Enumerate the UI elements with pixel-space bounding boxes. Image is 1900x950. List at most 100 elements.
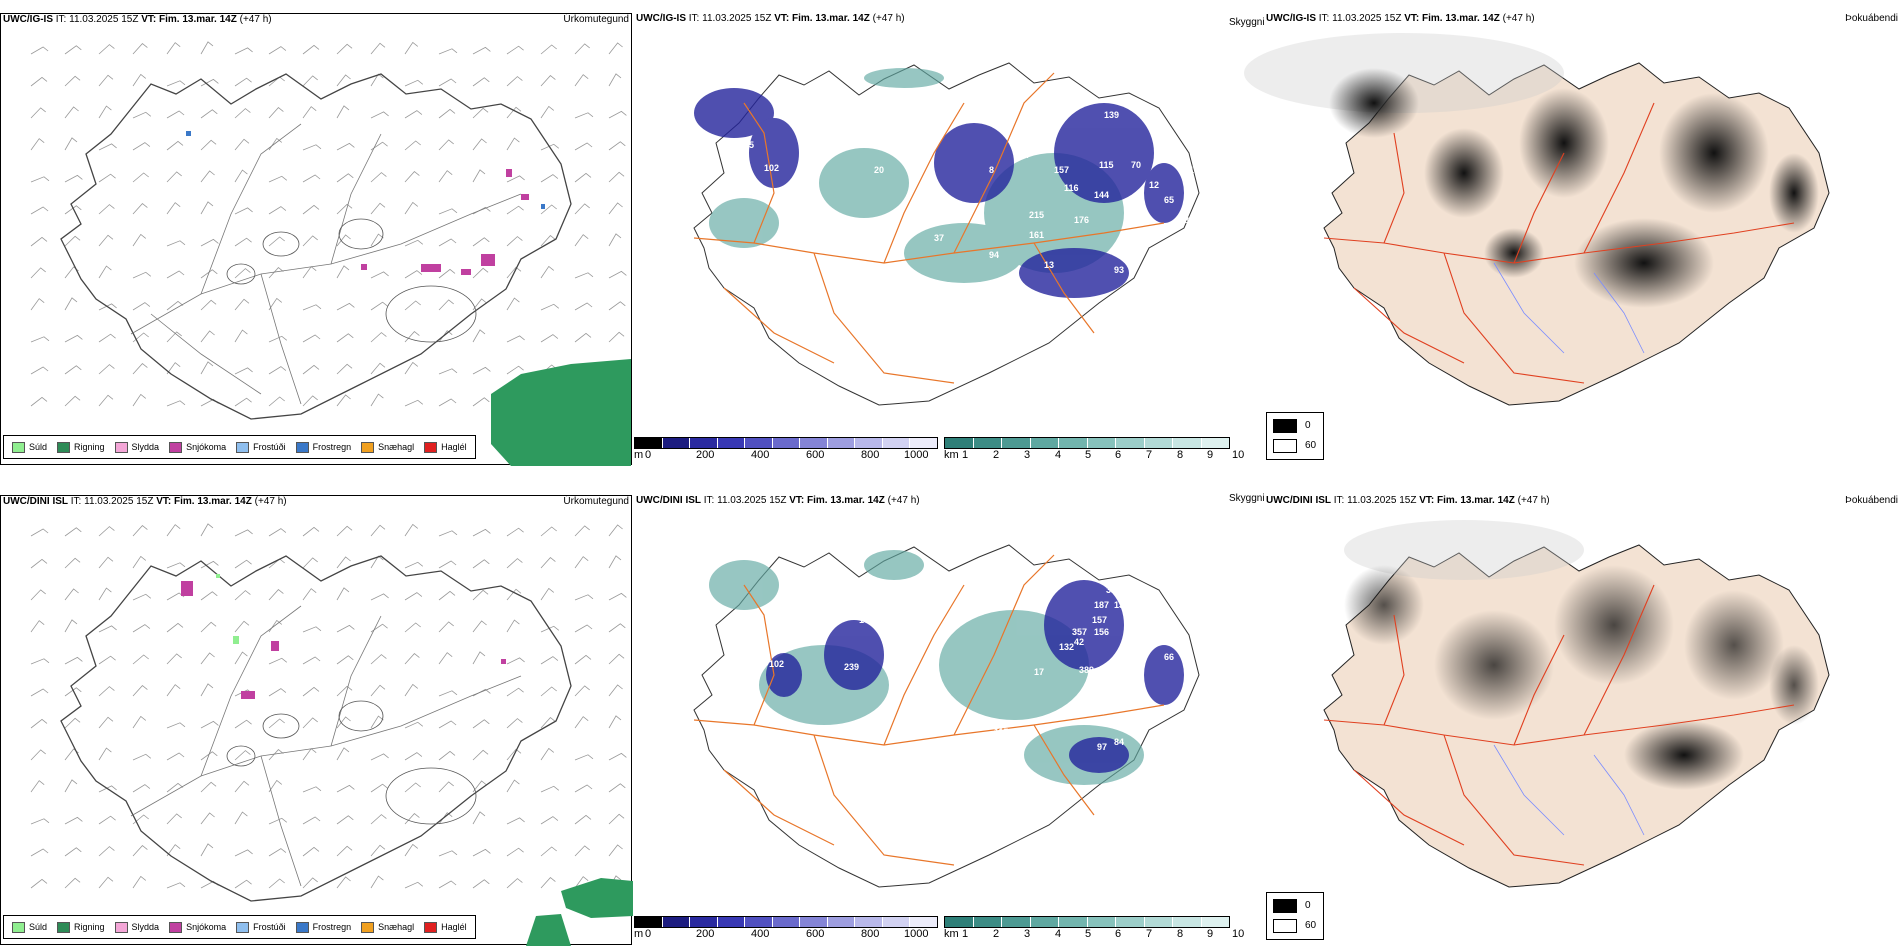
svg-text:131: 131 xyxy=(1114,600,1129,610)
svg-text:70: 70 xyxy=(1131,160,1141,170)
wind-barbs-top xyxy=(30,41,627,407)
precip-map-top xyxy=(30,41,631,466)
svg-text:144: 144 xyxy=(1094,190,1109,200)
wind-barbs-bottom xyxy=(30,523,627,889)
wind-barb xyxy=(506,779,520,793)
wind-barb xyxy=(234,529,253,537)
wind-barb xyxy=(200,621,217,633)
wind-barb xyxy=(268,46,287,55)
iceland-outline-bottom xyxy=(60,555,572,902)
visibility-colorbar-top xyxy=(944,437,1230,449)
legend-item-frostregn: Frostregn xyxy=(295,921,351,933)
wind-barb xyxy=(132,73,147,87)
precip-type-panel-top: UWC/IG-IS IT: 11.03.2025 15Z VT: Fim. 13… xyxy=(0,13,632,466)
panel-title-bottom-2: UWC/DINI ISL IT: 11.03.2025 15Z VT: Fim.… xyxy=(636,495,920,506)
wind-barb xyxy=(302,786,322,793)
wind-barb xyxy=(336,815,354,825)
wind-barb xyxy=(64,748,79,761)
legend-item-slydda: Slydda xyxy=(114,921,159,933)
wind-barb xyxy=(540,526,557,537)
wind-barb xyxy=(234,620,250,633)
wind-barb xyxy=(64,137,78,151)
rain-patch-bottom-2 xyxy=(526,914,571,946)
wind-barb xyxy=(506,106,522,119)
wind-barb xyxy=(336,624,355,633)
wind-barb xyxy=(608,331,625,343)
wind-barb xyxy=(302,656,321,665)
wind-barb xyxy=(64,588,79,601)
wind-barb xyxy=(438,368,458,375)
wind-barb xyxy=(132,593,152,601)
precip-legend-top: Súld Rigning Slydda Snjókoma Frostúði Fr… xyxy=(3,435,476,459)
wind-barb xyxy=(438,268,456,279)
wind-barb xyxy=(268,396,285,407)
wind-barb xyxy=(472,169,486,183)
wind-barb xyxy=(404,300,421,311)
wind-barb xyxy=(98,204,115,215)
svg-text:139: 139 xyxy=(1104,110,1119,120)
wind-barb xyxy=(234,298,250,311)
wind-barb xyxy=(234,559,252,569)
svg-text:316: 316 xyxy=(1106,585,1121,595)
wind-barb xyxy=(438,880,457,889)
wind-barb xyxy=(370,393,384,407)
wind-barb xyxy=(30,848,49,857)
wind-barb xyxy=(302,75,318,87)
wind-barb xyxy=(336,333,354,343)
wind-barb xyxy=(302,557,318,569)
wind-barb xyxy=(608,202,623,215)
svg-text:28: 28 xyxy=(1179,215,1189,225)
wind-barb xyxy=(132,43,148,55)
vis-tick: 5 xyxy=(1085,928,1092,940)
fog-fields-bottom xyxy=(1344,565,1819,790)
wind-barb xyxy=(268,206,287,215)
wind-barb xyxy=(438,139,454,151)
svg-text:130: 130 xyxy=(1140,637,1155,647)
wind-barb xyxy=(370,684,386,697)
wind-barb xyxy=(472,749,489,761)
svg-text:106: 106 xyxy=(859,615,874,625)
wind-barb xyxy=(370,271,389,279)
wind-barb xyxy=(438,652,453,665)
svg-text:187: 187 xyxy=(1094,600,1109,610)
wind-barb xyxy=(540,816,559,825)
legend-item-snjokoma: Snjókoma xyxy=(169,441,226,453)
wind-barb xyxy=(540,587,555,601)
cloud-tick: 800 xyxy=(861,449,880,461)
wind-barb xyxy=(472,589,489,601)
legend-item-rigning: Rigning xyxy=(57,441,105,453)
legend-item-slydda: Slydda xyxy=(114,441,159,453)
wind-barb xyxy=(30,658,50,665)
wind-barb xyxy=(234,207,253,215)
wind-barb xyxy=(234,780,250,793)
wind-barb xyxy=(234,590,251,601)
wind-barb xyxy=(132,685,148,697)
wind-barb xyxy=(438,560,457,569)
cloud-base-colorbar-bottom xyxy=(634,916,938,928)
wind-barb xyxy=(200,880,219,889)
wind-barb xyxy=(30,46,49,55)
wind-barb xyxy=(370,73,384,87)
fog-panel-bottom: UWC/DINI ISL IT: 11.03.2025 15Z VT: Fim.… xyxy=(1264,495,1900,945)
wind-barb xyxy=(234,329,248,343)
wind-barb xyxy=(540,204,557,215)
wind-barb xyxy=(268,878,285,889)
wind-barb xyxy=(574,272,594,279)
wind-barb xyxy=(540,44,557,55)
wind-barb xyxy=(64,816,83,825)
wind-barb xyxy=(166,622,184,633)
wind-barb xyxy=(506,527,524,537)
wind-barb xyxy=(370,715,384,729)
wind-barb xyxy=(540,143,560,151)
legend-item-frostudi: Frostúði xyxy=(236,441,286,453)
wind-barb xyxy=(200,78,219,87)
rivers-fog-bottom xyxy=(1493,744,1645,836)
wind-barb xyxy=(64,266,79,279)
panel-label-precip-top: Úrkomutegund xyxy=(563,14,629,25)
wind-barb xyxy=(64,877,81,889)
cloud-base-unit-top: m xyxy=(634,449,644,461)
cloud-base-colorbar-top xyxy=(634,437,938,449)
wind-barb xyxy=(608,524,623,537)
wind-barb xyxy=(438,208,458,215)
wind-barb xyxy=(64,235,81,247)
